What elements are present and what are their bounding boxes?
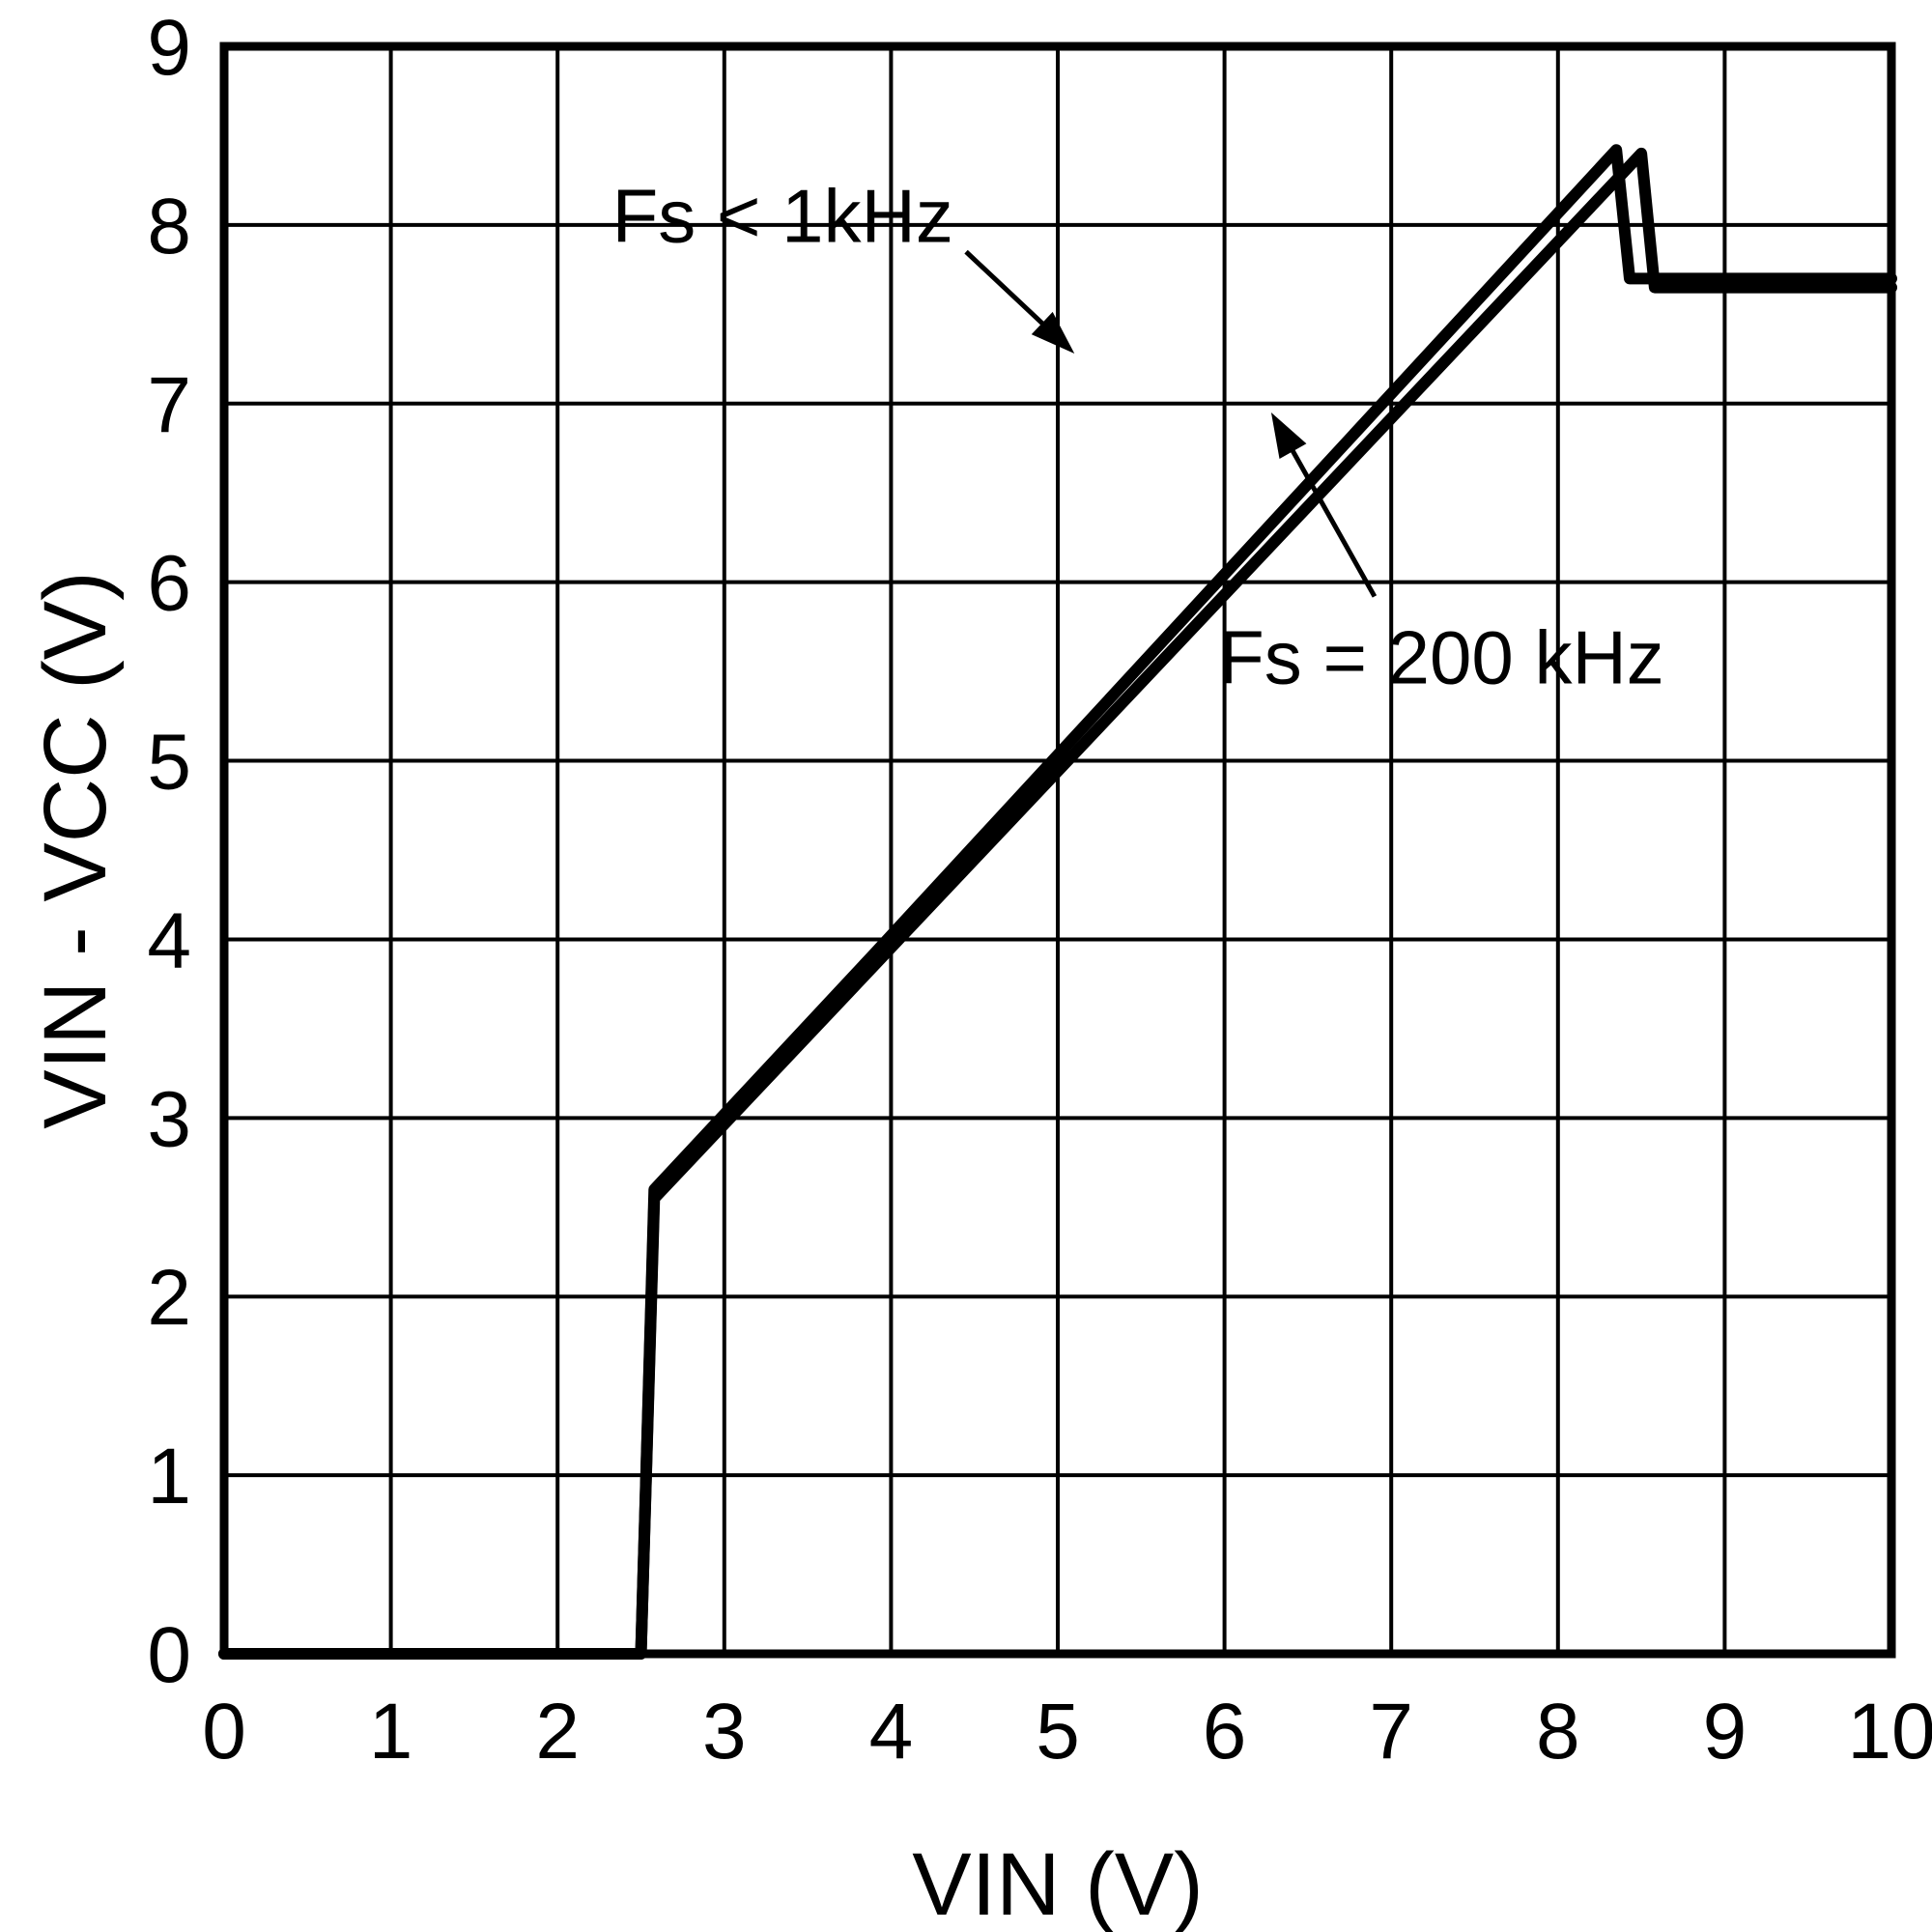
y-tick-label: 6	[147, 540, 191, 628]
x-axis-title: VIN (V)	[912, 1835, 1204, 1932]
annotation-arrow-line-0	[964, 249, 1054, 334]
x-tick-label: 10	[1847, 1688, 1932, 1776]
y-tick-label: 2	[147, 1254, 191, 1342]
y-tick-label: 5	[147, 719, 191, 807]
y-tick-label: 3	[147, 1075, 191, 1163]
x-tick-label: 7	[1369, 1688, 1413, 1776]
y-tick-label: 4	[147, 896, 191, 984]
x-tick-label: 3	[702, 1688, 747, 1776]
x-tick-label: 0	[202, 1688, 246, 1776]
x-tick-label: 5	[1036, 1688, 1080, 1776]
annotation-arrowhead-1	[1270, 412, 1307, 459]
x-tick-label: 2	[535, 1688, 580, 1776]
series-line-1	[218, 147, 1897, 1660]
annotation-label-0: Fs < 1kHz	[612, 174, 953, 259]
x-tick-label: 8	[1536, 1688, 1580, 1776]
x-tick-label: 6	[1203, 1688, 1247, 1776]
y-axis-title: VIN - VCC (V)	[26, 571, 125, 1129]
x-tick-label: 4	[869, 1688, 914, 1776]
annotation-arrowhead-0	[1031, 311, 1075, 355]
y-tick-label: 7	[147, 361, 191, 449]
y-tick-label: 8	[147, 183, 191, 270]
y-tick-label: 9	[147, 4, 191, 92]
y-tick-label: 1	[147, 1433, 191, 1520]
x-tick-label: 1	[369, 1688, 413, 1776]
annotation-label-1: Fs = 200 kHz	[1218, 614, 1664, 699]
y-tick-label: 0	[147, 1611, 191, 1699]
plot-border	[219, 42, 1896, 1659]
annotation-arrow-line-1	[1284, 438, 1378, 598]
x-tick-label: 9	[1703, 1688, 1747, 1776]
